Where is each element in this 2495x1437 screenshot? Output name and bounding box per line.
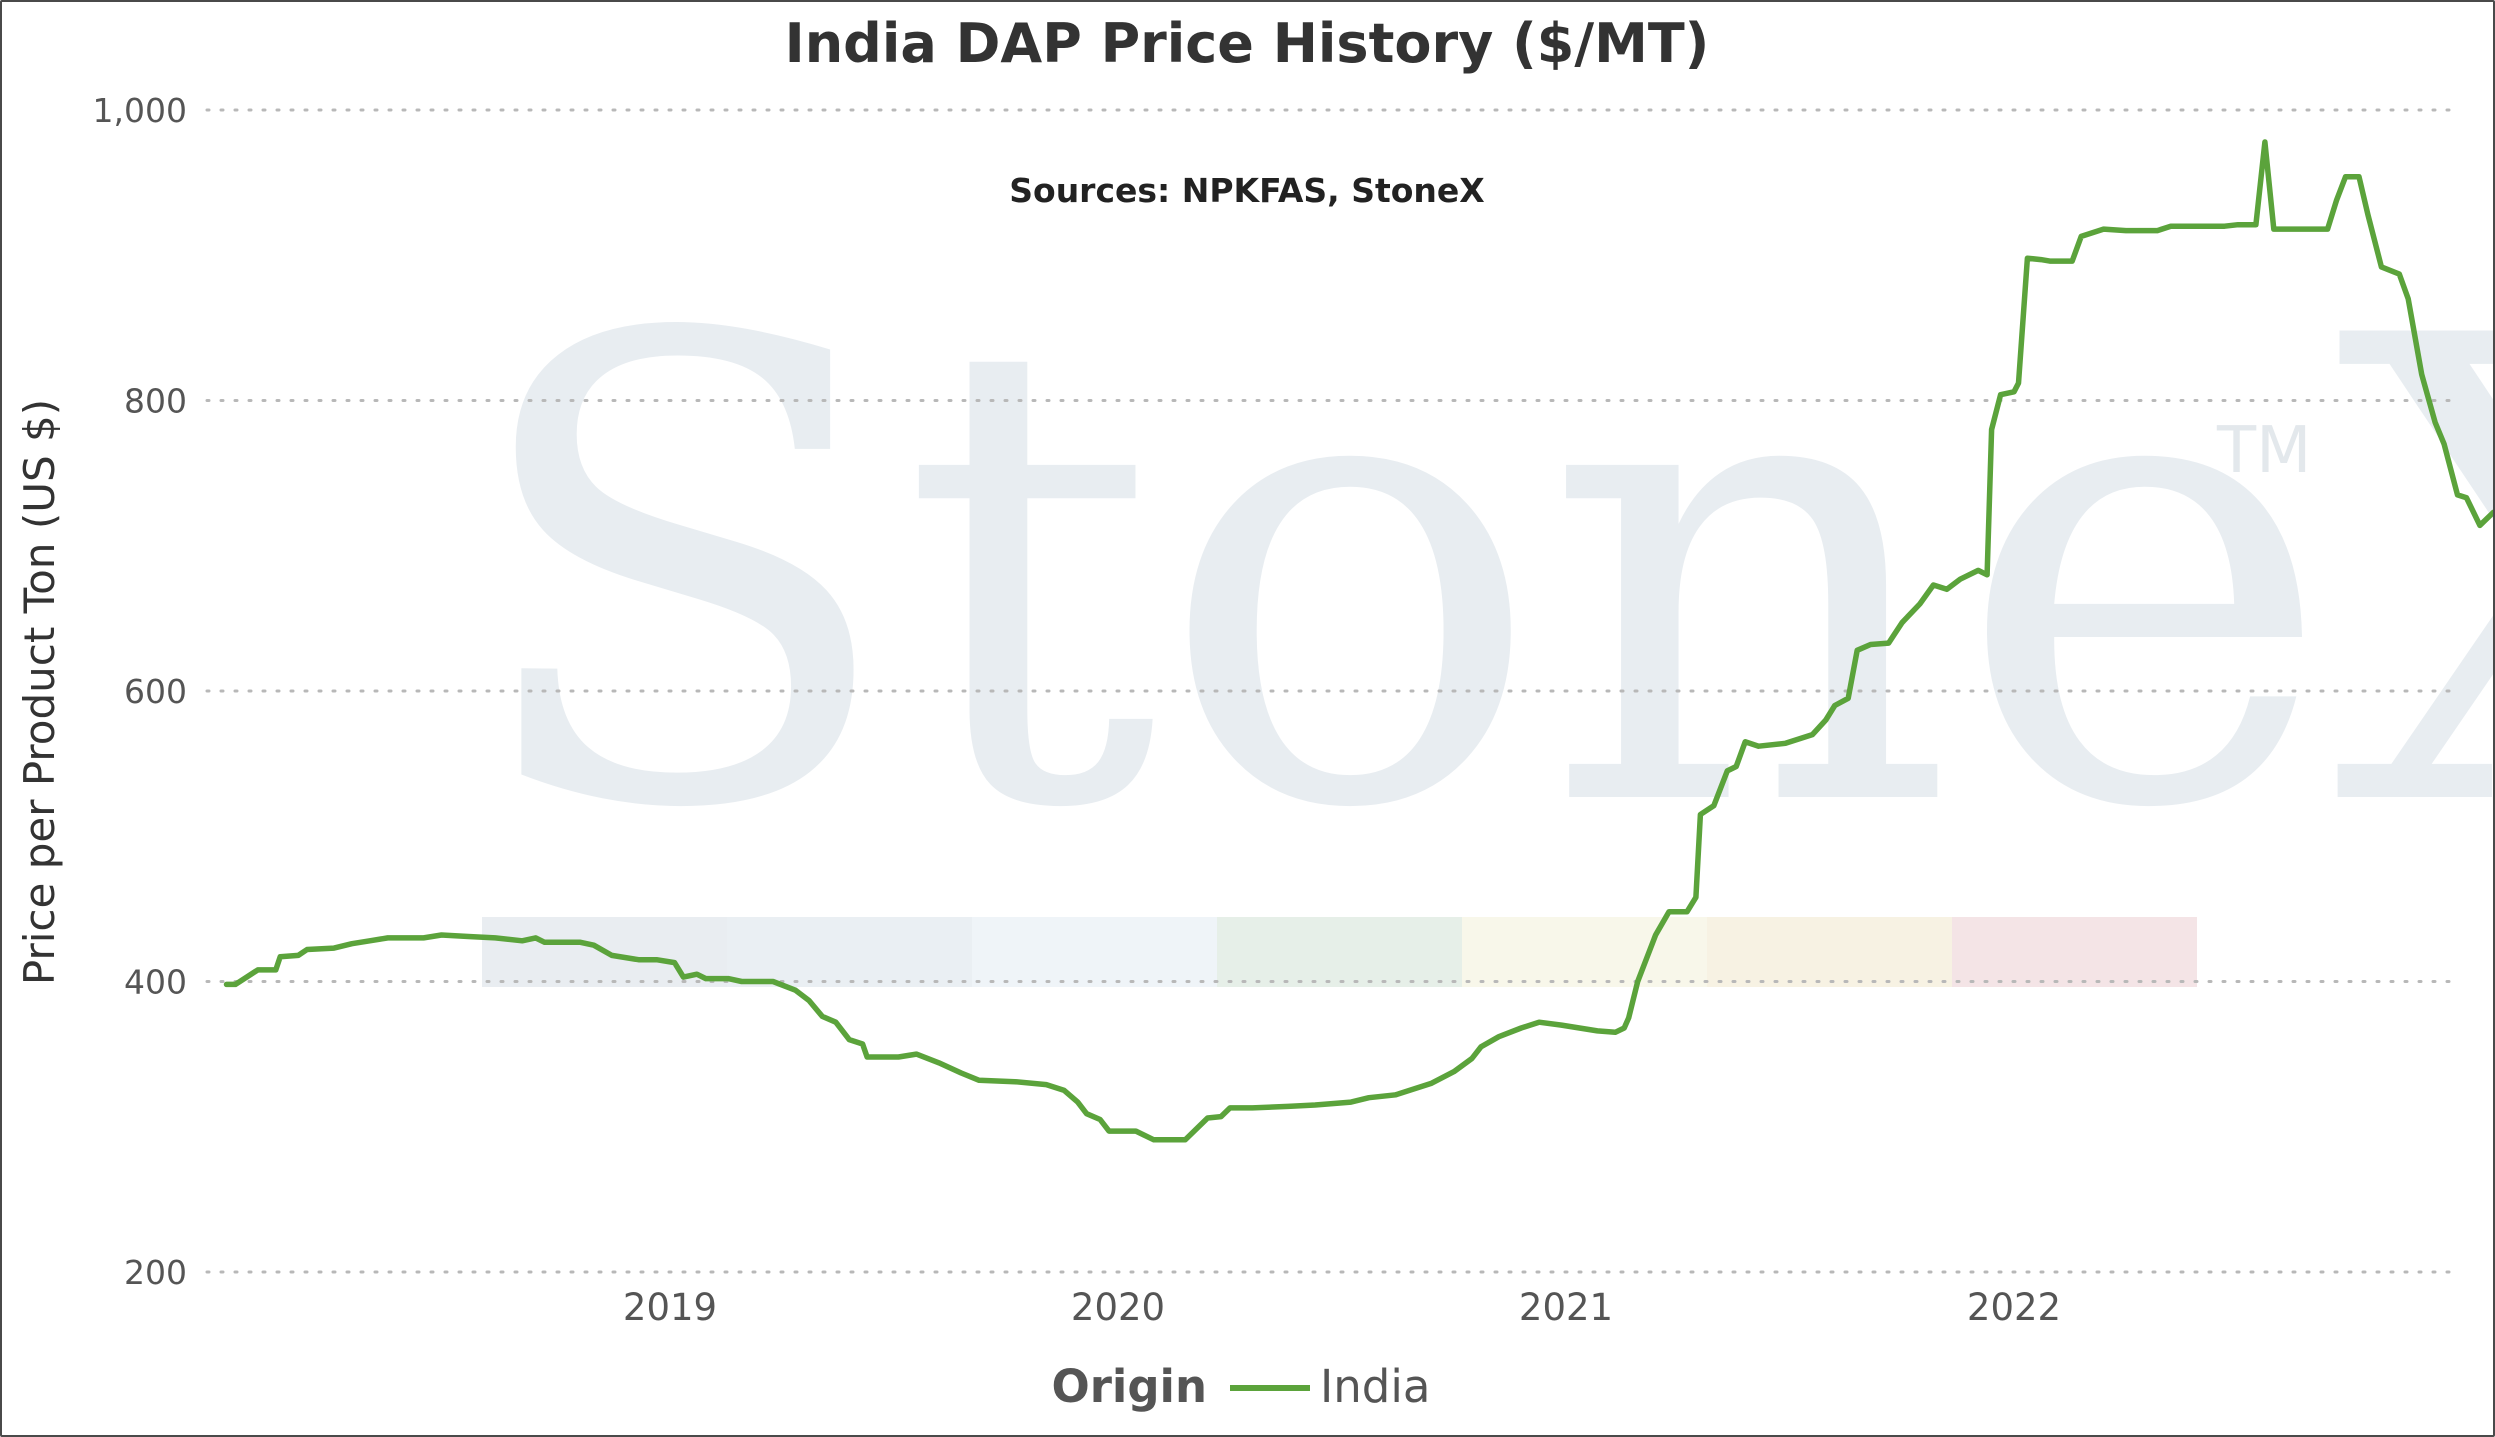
- watermark-bar: [1462, 917, 1707, 987]
- series-layer: [223, 139, 2494, 1143]
- x-tick-label: 2019: [623, 1286, 717, 1329]
- y-tick-label: 200: [124, 1253, 187, 1292]
- y-tick-label: 400: [124, 963, 187, 1002]
- watermark-text: StoneX: [462, 203, 2493, 948]
- x-tick-label: 2021: [1519, 1286, 1613, 1329]
- x-tick-label: 2022: [1967, 1286, 2061, 1329]
- y-axis-ticks: 200 400 600 800 1,000: [93, 91, 187, 1292]
- series-line-india[interactable]: [223, 139, 2494, 1143]
- chart-subtitle: Sources: NPKFAS, StoneX: [1009, 171, 1484, 210]
- x-tick-label: 2020: [1071, 1286, 1165, 1329]
- watermark-bar: [1217, 917, 1462, 987]
- watermark-bar: [727, 917, 972, 987]
- chart-title: India DAP Price History ($/MT): [785, 12, 1710, 75]
- x-axis-ticks: 2019 2020 2021 2022: [623, 1286, 2061, 1329]
- watermark-bar: [1952, 917, 2197, 987]
- y-tick-label: 1,000: [93, 91, 187, 130]
- legend: Origin India: [1051, 1360, 1430, 1413]
- watermark-bar: [1707, 917, 1952, 987]
- gridlines: [205, 108, 2459, 1274]
- y-tick-label: 600: [124, 672, 187, 711]
- legend-title: Origin: [1051, 1360, 1207, 1413]
- legend-item-india[interactable]: India: [1320, 1360, 1430, 1413]
- watermark-bar: [972, 917, 1217, 987]
- watermark-color-bars: [482, 917, 2197, 987]
- watermark-trademark: TM: [2216, 414, 2311, 488]
- y-axis-label: Price per Product Ton (US $): [15, 399, 64, 985]
- y-tick-label: 800: [124, 382, 187, 421]
- watermark: StoneX TM: [462, 203, 2493, 987]
